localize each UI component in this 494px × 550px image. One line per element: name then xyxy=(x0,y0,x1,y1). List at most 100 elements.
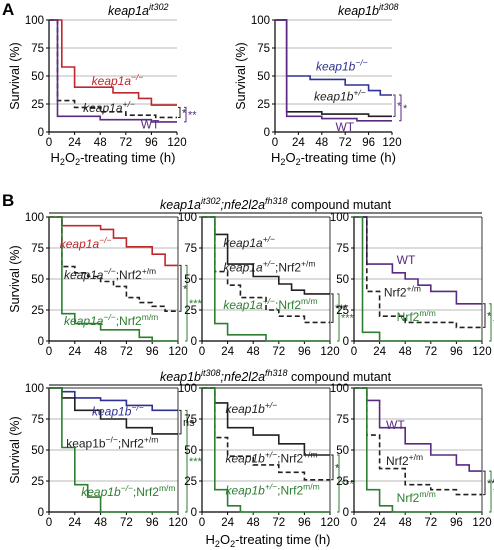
x-tick-label: 24 xyxy=(68,346,81,358)
series-label-1: keap1a+/− xyxy=(223,234,275,250)
significance-bracket-1 xyxy=(483,470,486,496)
x-tick-label: 0 xyxy=(46,517,52,529)
series-line-3 xyxy=(49,387,178,513)
y-tick-label: 25 xyxy=(336,305,349,317)
series-label-3: WT xyxy=(141,118,160,132)
x-tick-label: 120 xyxy=(320,517,339,529)
significance-bracket-2 xyxy=(489,303,492,342)
x-tick-label: 48 xyxy=(399,346,412,358)
x-tick-label: 120 xyxy=(167,137,186,149)
y-tick-label: 50 xyxy=(336,274,349,286)
y-axis-label: Survival (%) xyxy=(8,245,22,312)
y-tick-label: 75 xyxy=(257,43,270,55)
plot-b4: 0 25 50 75 100 0 24 48 72 96 120 Survival (%) keap1b… xyxy=(8,383,203,529)
y-axis-label: Survival (%) xyxy=(8,42,22,109)
y-tick-label: 75 xyxy=(31,243,44,255)
plot-b1: 0 25 50 75 100 0 24 48 72 96 120 Survival (%) keap1a… xyxy=(8,212,203,358)
x-tick-label: 0 xyxy=(199,517,205,529)
significance-bracket-1 xyxy=(331,293,334,323)
series-label-3: keap1a−/−;Nrf2m/m xyxy=(64,312,158,328)
significance-mark-1: *** xyxy=(335,303,349,315)
y-tick-label: 0 xyxy=(191,336,197,348)
x-tick-label: 0 xyxy=(46,137,52,149)
series-label-2: keap1a+/−;Nrf2+/m xyxy=(223,259,315,275)
series-label-1: WT xyxy=(386,418,405,432)
x-tick-label: 120 xyxy=(320,346,339,358)
x-tick-label: 96 xyxy=(450,346,463,358)
series-label-2: keap1a+/− xyxy=(83,99,135,115)
significance-bracket-1 xyxy=(179,264,182,312)
plot-title: keap1ait302 xyxy=(108,2,169,18)
y-tick-label: 0 xyxy=(191,507,197,519)
significance-mark-2: * xyxy=(403,103,408,115)
x-tick-label: 24 xyxy=(373,517,386,529)
significance-bracket-2 xyxy=(185,264,188,342)
x-tick-label: 72 xyxy=(424,517,437,529)
x-tick-label: 96 xyxy=(298,346,311,358)
y-tick-label: 75 xyxy=(336,414,349,426)
section-title-2: keap1bit308;nfe2l2afh318 compound mutant xyxy=(160,368,392,384)
y-tick-label: 75 xyxy=(31,414,44,426)
series-line-1 xyxy=(202,387,330,456)
x-tick-label: 48 xyxy=(399,517,412,529)
series-line-3 xyxy=(202,387,330,513)
significance-bracket-2 xyxy=(399,94,402,122)
significance-bracket-2 xyxy=(185,409,188,513)
significance-bracket-2 xyxy=(184,106,187,123)
significance-bracket-2 xyxy=(489,470,492,513)
x-axis-label: H2O2-treating time (h) xyxy=(271,150,396,167)
y-tick-label: 25 xyxy=(31,476,44,488)
series-line-1 xyxy=(354,216,482,305)
x-tick-label: 0 xyxy=(351,517,357,529)
x-tick-label: 72 xyxy=(119,137,132,149)
x-tick-label: 0 xyxy=(46,346,52,358)
series-label-1: WT xyxy=(397,253,416,267)
series-label-3: WT xyxy=(335,120,354,134)
y-tick-label: 75 xyxy=(184,243,197,255)
section-titles: keap1ait302;nfe2l2afh318 compound mutant… xyxy=(49,196,482,386)
series-line-1 xyxy=(354,387,482,472)
x-tick-label: 0 xyxy=(272,137,278,149)
series-line-3 xyxy=(354,387,482,513)
y-tick-label: 50 xyxy=(184,445,197,457)
y-tick-label: 100 xyxy=(178,383,197,395)
x-tick-label: 72 xyxy=(272,517,285,529)
y-tick-label: 25 xyxy=(336,476,349,488)
y-tick-label: 50 xyxy=(184,274,197,286)
significance-bracket-1 xyxy=(178,106,181,118)
y-tick-label: 25 xyxy=(31,305,44,317)
significance-mark-1: * xyxy=(182,107,187,119)
x-tick-label: 24 xyxy=(292,137,305,149)
series-line-3 xyxy=(275,19,392,122)
series-label-1: keap1a−/− xyxy=(60,235,112,251)
y-tick-label: 100 xyxy=(251,15,270,27)
significance-mark-2: *** xyxy=(341,312,355,324)
plots: 0 25 50 75 100 0 24 48 72 96 120 keap1ait302 Surviva… xyxy=(8,2,494,549)
x-tick-label: 0 xyxy=(199,346,205,358)
series-line-2 xyxy=(354,387,482,496)
x-tick-label: 120 xyxy=(472,346,491,358)
x-tick-label: 72 xyxy=(272,346,285,358)
series-label-2: keap1a−/−;Nrf2+/m xyxy=(64,266,156,282)
y-axis-label: Survival (%) xyxy=(8,416,22,483)
significance-mark-2: ** xyxy=(188,110,197,122)
x-tick-label: 72 xyxy=(120,346,133,358)
y-tick-label: 25 xyxy=(184,305,197,317)
y-tick-label: 0 xyxy=(38,336,44,348)
significance-bracket-1 xyxy=(393,94,396,117)
x-tick-label: 120 xyxy=(168,346,187,358)
x-tick-label: 48 xyxy=(94,517,107,529)
y-tick-label: 100 xyxy=(25,212,44,224)
series-label-3: Nrf2m/m xyxy=(397,308,436,324)
x-tick-label: 48 xyxy=(315,137,328,149)
significance-mark-1: * xyxy=(335,462,340,474)
x-tick-label: 72 xyxy=(339,137,352,149)
series-line-2 xyxy=(202,216,330,324)
x-tick-label: 24 xyxy=(221,517,234,529)
y-tick-label: 100 xyxy=(330,212,349,224)
y-tick-label: 50 xyxy=(31,445,44,457)
plot-b2: 0 25 50 75 100 0 24 48 72 96 120 keap1a+/− keap1a+/−… xyxy=(178,212,355,358)
y-tick-label: 0 xyxy=(264,127,270,139)
series-line-1 xyxy=(202,216,330,295)
y-tick-label: 100 xyxy=(25,383,44,395)
